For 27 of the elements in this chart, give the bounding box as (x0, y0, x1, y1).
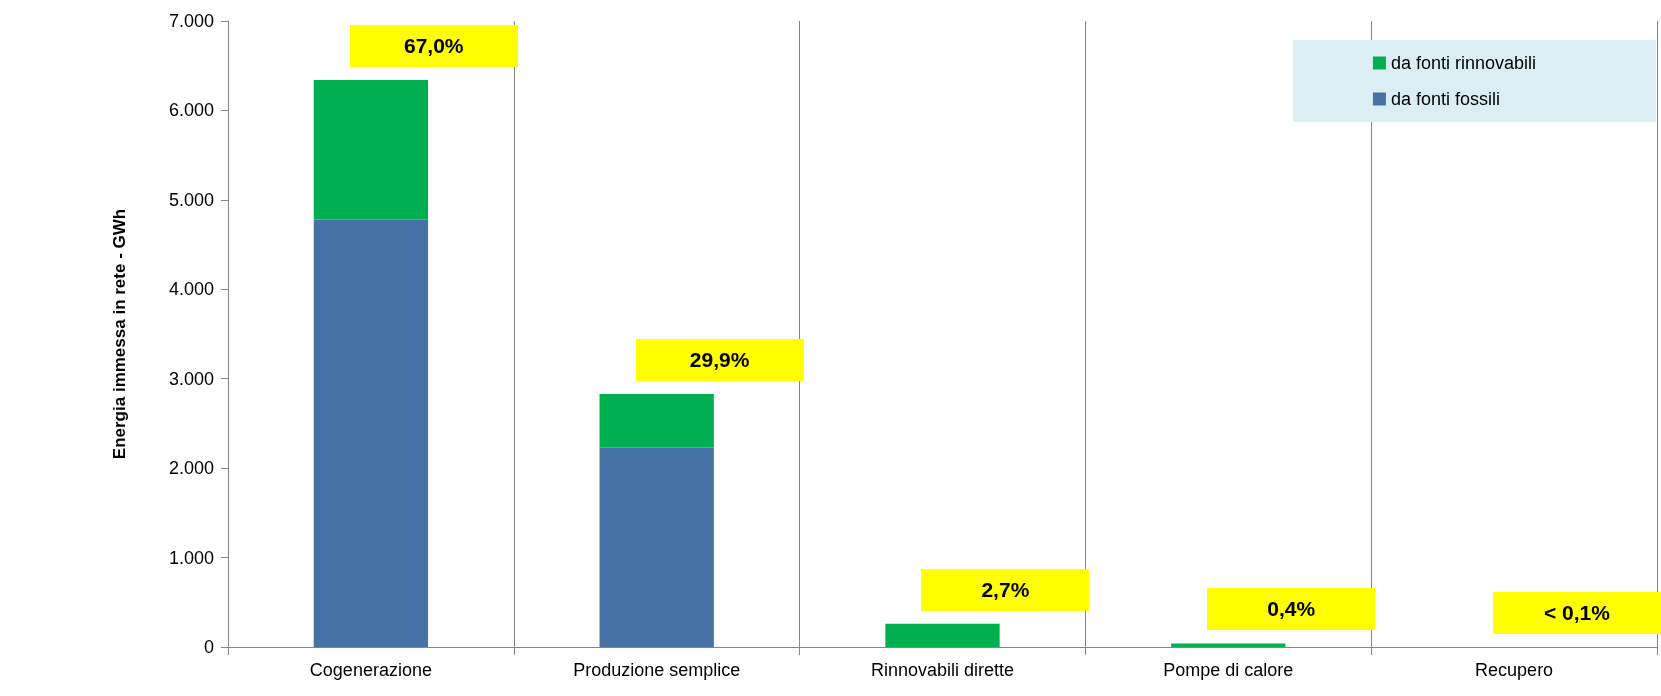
annotation: 0,4% (1266, 596, 1317, 623)
x-tick-label: Pompe di calore (1163, 660, 1294, 680)
bar (599, 447, 714, 647)
annotation: < 0,1% (1543, 600, 1611, 626)
y-tick-label: 2.000 (168, 458, 214, 479)
x-tick-label: Recupero (1475, 660, 1554, 680)
y-tick-label: 1.000 (168, 547, 214, 568)
y-tick-label: 6.000 (168, 100, 214, 121)
legend-label: da fonti fossili (1390, 89, 1500, 109)
y-axis-title: Energia immessa in rete - GWh (110, 208, 129, 460)
x-tick-label: Produzione semplice (573, 660, 741, 680)
bar (313, 80, 429, 220)
y-tick-label: 3.000 (168, 368, 214, 389)
y-tick-label: 5.000 (168, 189, 214, 210)
bar (1171, 643, 1286, 647)
bar (885, 623, 1000, 647)
legend-label: da fonti rinnovabili (1390, 53, 1536, 73)
annotation: 2,7% (980, 576, 1031, 603)
x-tick-label: Cogenerazione (309, 660, 432, 680)
bar (599, 393, 714, 448)
x-tick-label: Rinnovabili dirette (870, 660, 1015, 680)
annotation: 67,0% (403, 33, 465, 59)
y-tick-label: 4.000 (168, 279, 214, 300)
y-tick-label: 7.000 (168, 11, 214, 31)
annotation: 29,9% (688, 346, 751, 373)
y-tick-label: 0 (203, 637, 214, 657)
bar (313, 219, 429, 647)
